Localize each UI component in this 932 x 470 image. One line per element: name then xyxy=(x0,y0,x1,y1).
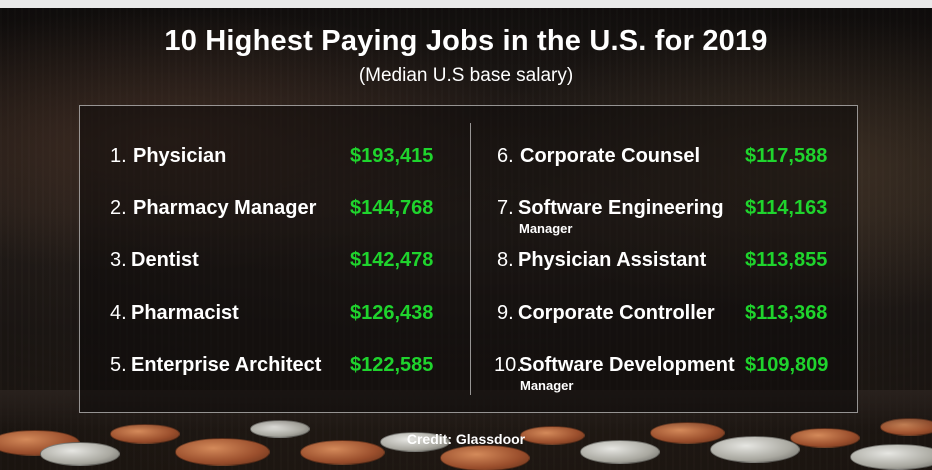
job-title: Pharmacist xyxy=(131,302,239,324)
job-salary: $122,585 xyxy=(350,354,434,376)
job-rank: 9. xyxy=(497,302,514,324)
job-salary: $113,855 xyxy=(745,249,828,271)
job-salary: $126,438 xyxy=(350,302,434,324)
job-title-line2: Manager xyxy=(519,221,573,236)
job-salary: $113,368 xyxy=(745,302,828,324)
page-title: 10 Highest Paying Jobs in the U.S. for 2… xyxy=(164,25,768,57)
job-row-5: 5. Enterprise Architect $122,585 xyxy=(80,352,470,382)
job-salary: $144,768 xyxy=(350,197,434,219)
job-title: Corporate Counsel xyxy=(520,145,701,167)
job-title: Physician xyxy=(133,145,227,167)
job-row-4: 4. Pharmacist $126,438 xyxy=(80,300,470,330)
job-title: Software Development xyxy=(519,354,735,376)
job-title: Pharmacy Manager xyxy=(133,197,317,219)
job-title-line2: Manager xyxy=(520,378,574,393)
job-row-1: 1. Physician $193,415 xyxy=(80,143,470,173)
job-rank: 6. xyxy=(497,145,514,167)
job-rank: 1. xyxy=(110,145,127,167)
job-title: Corporate Controller xyxy=(518,302,715,324)
column-divider xyxy=(470,123,471,395)
job-salary: $117,588 xyxy=(745,145,828,167)
job-salary: $109,809 xyxy=(745,354,829,376)
job-rank: 5. xyxy=(110,354,127,376)
job-salary: $142,478 xyxy=(350,249,434,271)
job-rank: 4. xyxy=(110,302,127,324)
job-row-8: 8. Physician Assistant $113,855 xyxy=(471,247,859,277)
job-row-7: 7. Software Engineering Manager $114,163 xyxy=(471,195,859,236)
job-row-6: 6. Corporate Counsel $117,588 xyxy=(471,143,859,173)
jobs-panel: 1. Physician $193,415 2. Pharmacy Manage… xyxy=(79,105,858,413)
image-credit: Credit: Glassdoor xyxy=(406,431,526,447)
job-title: Software Engineering xyxy=(518,197,724,219)
job-row-10: 10. Software Development Manager $109,80… xyxy=(471,352,859,393)
job-title: Dentist xyxy=(131,249,199,271)
job-rank: 3. xyxy=(110,249,127,271)
job-row-3: 3. Dentist $142,478 xyxy=(80,247,470,277)
top-border-strip xyxy=(0,0,932,8)
job-rank: 2. xyxy=(110,197,127,219)
job-rank: 8. xyxy=(497,249,514,271)
job-salary: $114,163 xyxy=(745,197,828,219)
job-title: Physician Assistant xyxy=(518,249,707,271)
page-subtitle: (Median U.S base salary) xyxy=(358,65,574,86)
job-title: Enterprise Architect xyxy=(131,354,322,376)
job-rank: 10. xyxy=(494,354,522,376)
job-rank: 7. xyxy=(497,197,514,219)
job-row-9: 9. Corporate Controller $113,368 xyxy=(471,300,859,330)
job-row-2: 2. Pharmacy Manager $144,768 xyxy=(80,195,470,225)
job-salary: $193,415 xyxy=(350,145,434,167)
